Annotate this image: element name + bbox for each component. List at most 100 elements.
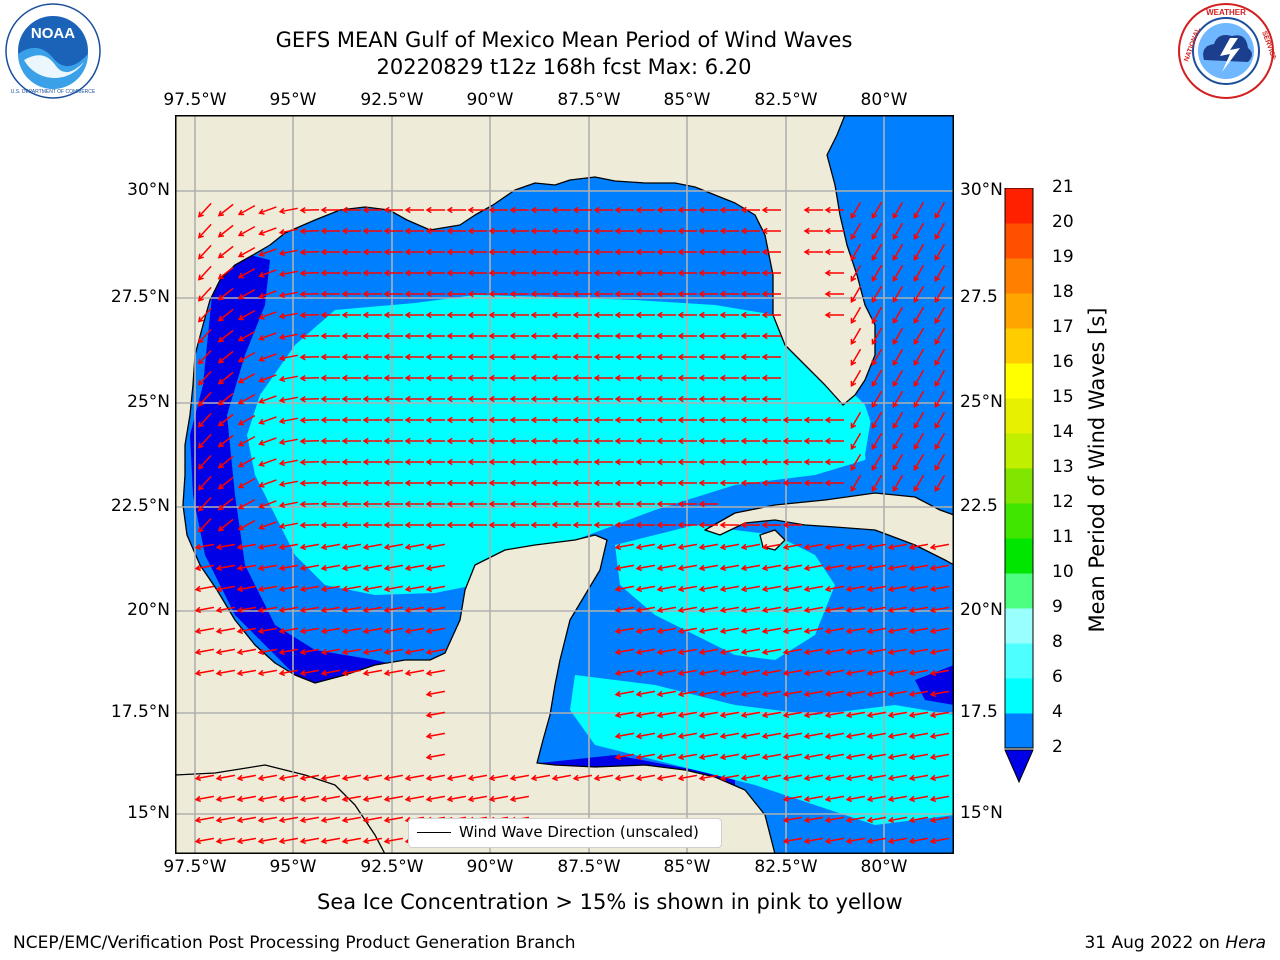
- wave-direction-arrow: [656, 353, 676, 361]
- wave-direction-arrow: [614, 416, 634, 424]
- wave-direction-arrow: [488, 500, 508, 508]
- wave-direction-arrow: [446, 795, 467, 803]
- wave-direction-arrow: [488, 395, 508, 403]
- wave-direction-arrow: [908, 711, 929, 719]
- wave-direction-arrow: [908, 795, 929, 803]
- wave-direction-arrow: [362, 206, 382, 214]
- wave-direction-arrow: [404, 458, 424, 466]
- wave-direction-arrow: [236, 816, 257, 824]
- wave-direction-arrow: [803, 227, 823, 235]
- wave-direction-arrow: [698, 774, 719, 782]
- wave-direction-arrow: [782, 416, 802, 424]
- wave-direction-arrow: [803, 816, 824, 824]
- wave-direction-arrow: [761, 732, 782, 740]
- wave-direction-arrow: [404, 332, 424, 340]
- wave-direction-arrow: [635, 248, 655, 256]
- wave-direction-arrow: [551, 227, 571, 235]
- wave-direction-arrow: [404, 290, 424, 298]
- y-tick-label: 30°N: [960, 180, 1003, 200]
- chart-subtitle: 20220829 t12z 168h fcst Max: 6.20: [376, 55, 752, 79]
- wave-direction-arrow: [761, 711, 782, 719]
- wave-direction-arrow: [362, 543, 383, 551]
- wave-direction-arrow: [551, 248, 571, 256]
- wave-direction-arrow: [404, 606, 425, 614]
- wave-direction-arrow: [824, 711, 845, 719]
- wave-direction-arrow: [782, 627, 803, 635]
- wave-direction-arrow: [803, 543, 824, 551]
- y-tick-label: 22.5: [960, 496, 998, 516]
- wave-direction-arrow: [217, 266, 234, 280]
- wave-direction-arrow: [934, 411, 946, 430]
- wave-direction-arrow: [278, 375, 298, 383]
- wave-direction-arrow: [782, 753, 803, 761]
- wave-direction-arrow: [677, 521, 697, 529]
- wave-direction-arrow: [551, 332, 571, 340]
- period-4-6-caribbean: [615, 525, 835, 660]
- wave-direction-arrow: [446, 374, 466, 382]
- wave-direction-arrow: [845, 648, 866, 656]
- wave-direction-arrow: [740, 669, 761, 677]
- wave-direction-arrow: [635, 690, 656, 698]
- wave-direction-arrow: [488, 206, 508, 214]
- wave-direction-arrow: [782, 837, 803, 845]
- wave-direction-arrow: [719, 648, 740, 656]
- wave-direction-arrow: [237, 267, 256, 279]
- wave-direction-arrow: [299, 669, 320, 677]
- wave-direction-arrow: [278, 291, 298, 299]
- wave-direction-arrow: [278, 417, 298, 425]
- wave-direction-arrow: [197, 202, 212, 218]
- wave-direction-arrow: [929, 543, 950, 551]
- wave-direction-arrow: [509, 500, 529, 508]
- svg-text:NOAA: NOAA: [31, 25, 75, 42]
- wave-direction-arrow: [425, 395, 445, 403]
- wave-direction-arrow: [383, 627, 404, 635]
- wave-direction-arrow: [320, 458, 340, 466]
- wave-direction-arrow: [278, 270, 298, 278]
- wave-direction-arrow: [593, 311, 613, 319]
- wave-direction-arrow: [509, 458, 529, 466]
- wave-direction-arrow: [236, 606, 257, 614]
- wave-direction-arrow: [258, 290, 277, 299]
- wave-direction-arrow: [299, 248, 320, 256]
- wave-direction-arrow: [446, 416, 466, 424]
- wave-direction-arrow: [892, 285, 904, 304]
- wave-direction-arrow: [929, 795, 950, 803]
- wave-direction-arrow: [824, 669, 845, 677]
- wave-direction-arrow: [929, 837, 950, 845]
- wave-direction-arrow: [635, 416, 655, 424]
- wave-direction-arrow: [887, 669, 908, 677]
- wave-direction-arrow: [740, 290, 760, 298]
- wave-direction-arrow: [740, 332, 760, 340]
- y-tick-label: 20°N: [960, 600, 1003, 620]
- wave-direction-arrow: [740, 458, 760, 466]
- wave-direction-arrow: [656, 332, 676, 340]
- wave-direction-arrow: [404, 311, 424, 319]
- wave-direction-arrow: [425, 458, 445, 466]
- wave-direction-arrow: [740, 732, 761, 740]
- wave-direction-arrow: [635, 395, 655, 403]
- wave-direction-arrow: [614, 353, 634, 361]
- wave-direction-arrow: [656, 648, 677, 656]
- wave-direction-arrow: [217, 371, 234, 385]
- wave-direction-arrow: [677, 479, 697, 487]
- wave-direction-arrow: [258, 269, 277, 278]
- wave-direction-arrow: [425, 353, 445, 361]
- wave-direction-arrow: [236, 543, 257, 551]
- wave-direction-arrow: [656, 206, 676, 214]
- wave-direction-arrow: [278, 333, 298, 341]
- wave-direction-arrow: [719, 711, 740, 719]
- wave-direction-arrow: [237, 204, 256, 216]
- wave-direction-arrow: [871, 411, 883, 430]
- wave-direction-arrow: [845, 816, 866, 824]
- wave-direction-arrow: [719, 564, 740, 572]
- wave-direction-arrow: [866, 606, 887, 614]
- wave-direction-arrow: [913, 411, 925, 430]
- wave-direction-arrow: [217, 476, 234, 490]
- wave-direction-arrow: [934, 348, 946, 367]
- wave-direction-arrow: [761, 627, 782, 635]
- wave-direction-arrow: [761, 395, 781, 403]
- wave-direction-arrow: [845, 795, 866, 803]
- wave-direction-arrow: [850, 222, 862, 241]
- wave-direction-arrow: [488, 774, 509, 782]
- wave-direction-arrow: [467, 290, 487, 298]
